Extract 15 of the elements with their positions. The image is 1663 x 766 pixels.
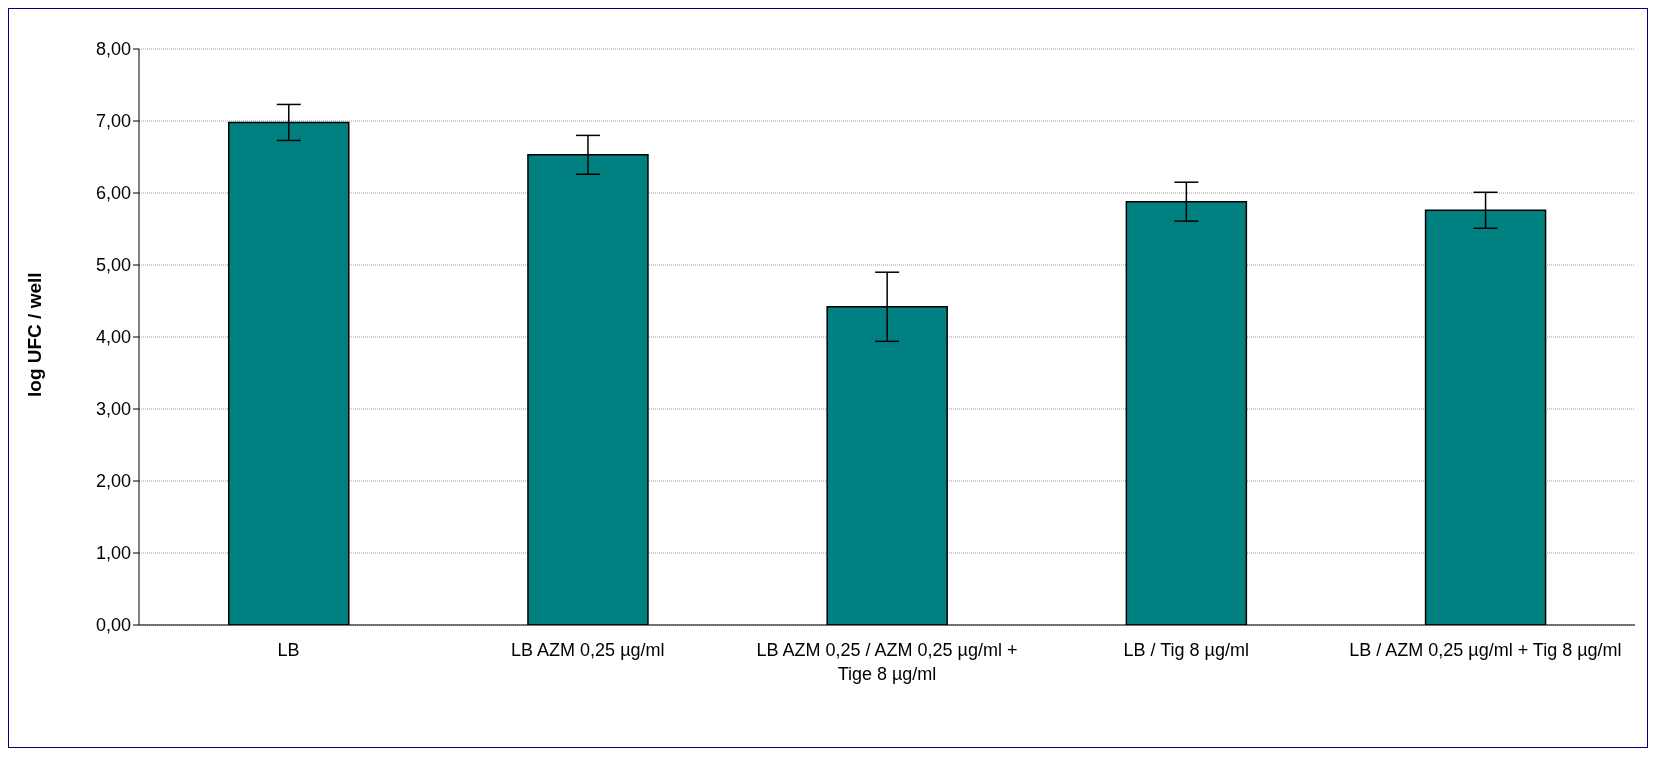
y-tick-label: 8,00 xyxy=(95,39,131,60)
y-tick-label: 2,00 xyxy=(95,471,131,492)
y-tick-label: 6,00 xyxy=(95,183,131,204)
y-tick-label: 1,00 xyxy=(95,543,131,564)
y-axis-title: log UFC / well xyxy=(23,272,45,397)
x-tick-label: LB AZM 0,25 µg/ml xyxy=(511,639,665,660)
y-tick-label: 0,00 xyxy=(95,615,131,636)
y-tick-label: 3,00 xyxy=(95,399,131,420)
x-tick-label: LB / AZM 0,25 µg/ml + Tig 8 µg/ml xyxy=(1349,639,1622,660)
x-tick-label: LB xyxy=(277,639,300,660)
x-tick-label: LB / Tig 8 µg/ml xyxy=(1123,639,1249,660)
y-tick-label: 4,00 xyxy=(95,327,131,348)
y-tick-label: 7,00 xyxy=(95,111,131,132)
x-tick-label: LB AZM 0,25 / AZM 0,25 µg/ml + Tige 8 µg/ml xyxy=(756,639,1018,684)
y-tick-label: 5,00 xyxy=(95,255,131,276)
